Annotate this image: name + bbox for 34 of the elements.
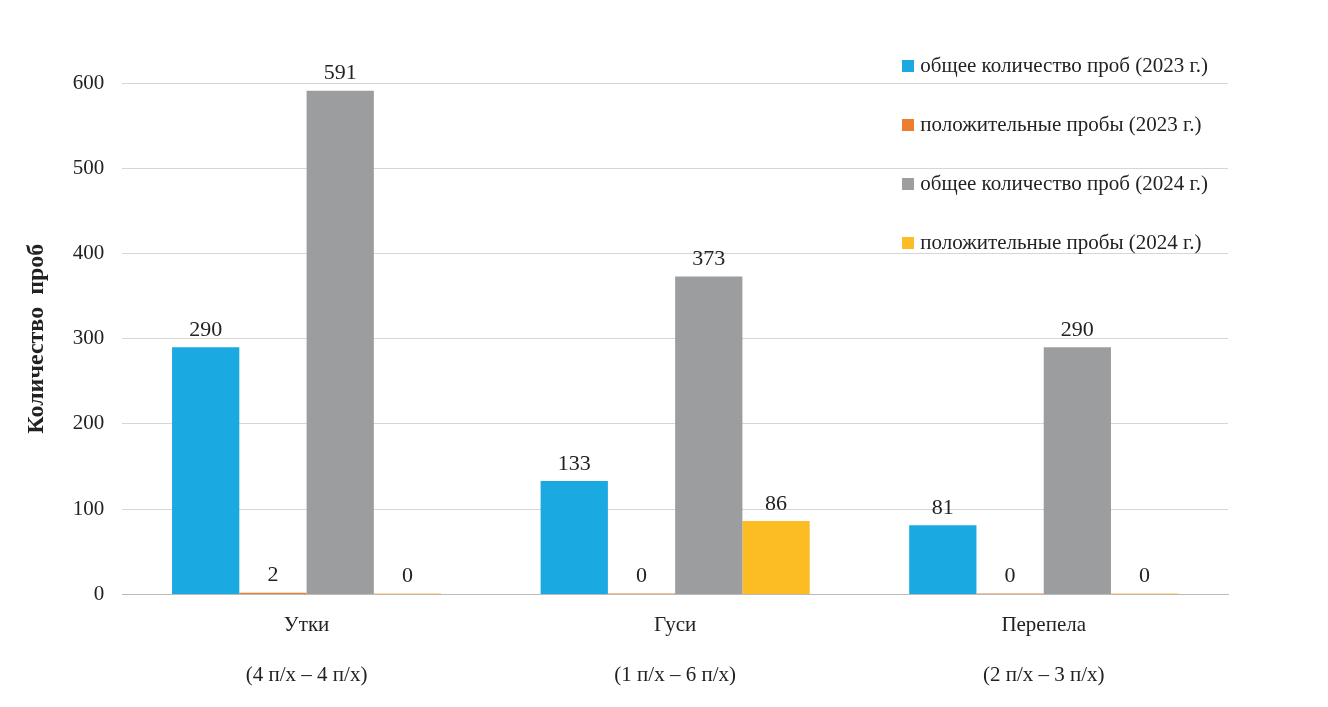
data-label: 0 (1139, 562, 1151, 588)
data-label: 86 (765, 489, 788, 515)
bar (1043, 347, 1111, 594)
y-tick-label: 500 (72, 154, 105, 179)
bar (675, 276, 743, 594)
data-label: 591 (323, 59, 357, 85)
legend-label: общее количество проб (2023 г.) (920, 53, 1208, 78)
y-tick-label: 400 (72, 239, 105, 264)
legend-label: общее количество проб (2024 г.) (920, 171, 1208, 196)
category-label: Утки (4 п/х – 4 п/х) (245, 611, 368, 686)
bar (306, 90, 374, 594)
data-label: 0 (636, 562, 648, 588)
bar (540, 481, 608, 594)
data-label: 373 (692, 245, 726, 271)
y-tick-label: 200 (72, 410, 105, 435)
data-label: 0 (401, 562, 413, 588)
data-label: 81 (931, 494, 954, 520)
data-label: 2 (267, 561, 279, 587)
category-label: Перепела (2 п/х – 3 п/х) (982, 611, 1105, 686)
data-label: 0 (1004, 562, 1016, 588)
data-label: 290 (1060, 316, 1094, 341)
y-tick-label: 0 (93, 580, 105, 605)
bar (172, 347, 240, 594)
y-axis-title: Количество проб (21, 243, 48, 434)
y-tick-label: 600 (72, 69, 105, 94)
y-tick-label: 300 (72, 325, 105, 350)
data-label: 290 (189, 316, 223, 341)
legend-label: положительные пробы (2024 г.) (920, 230, 1202, 255)
y-tick-label: 100 (72, 495, 105, 520)
legend-label: положительные пробы (2023 г.) (920, 112, 1202, 137)
bar (742, 521, 810, 594)
category-label: Гуси (1 п/х – 6 п/х) (614, 611, 736, 686)
data-label: 133 (557, 449, 591, 475)
bar (909, 525, 977, 594)
